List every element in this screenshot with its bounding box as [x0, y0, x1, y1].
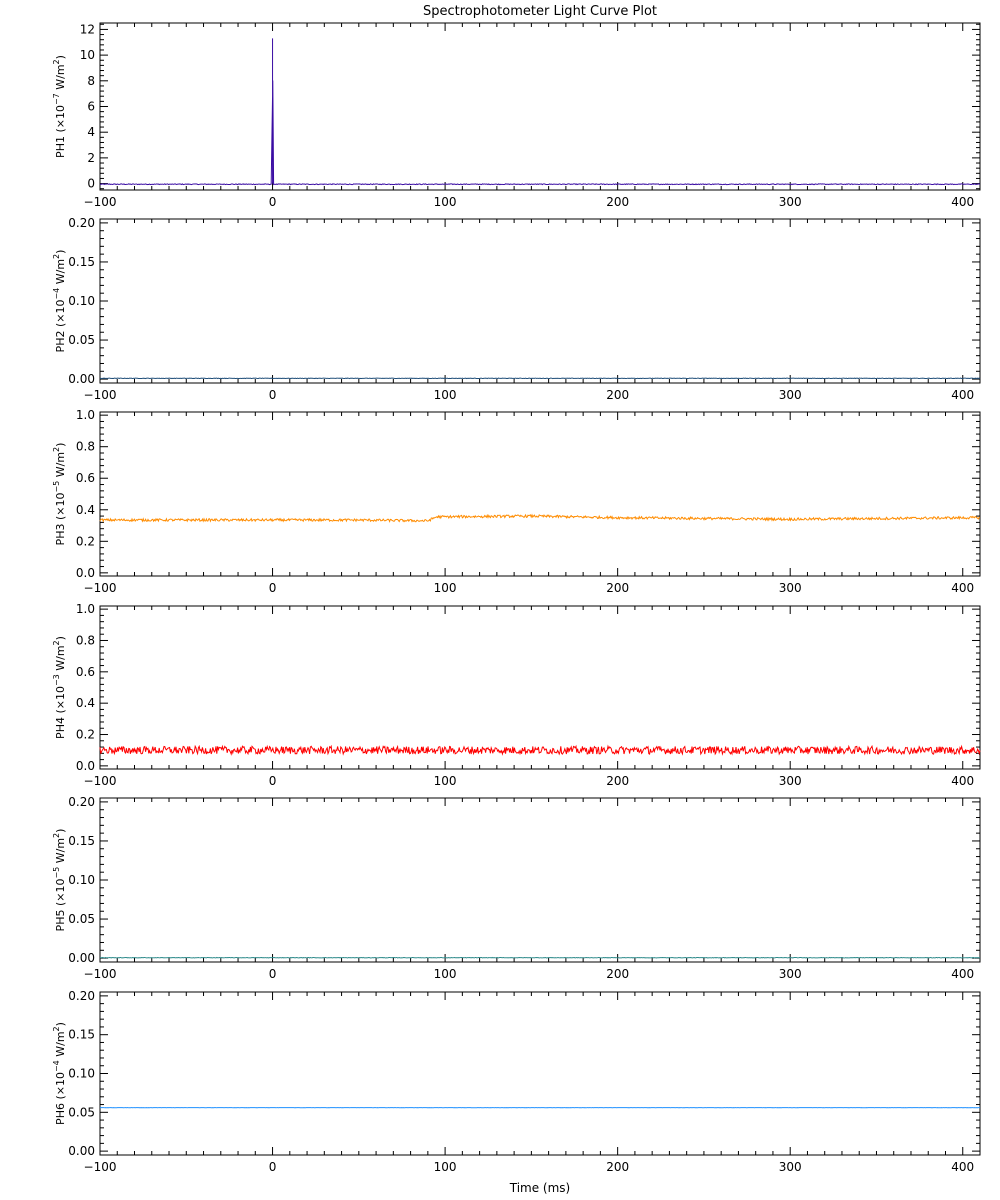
x-tick-label: 0: [269, 1160, 277, 1174]
y-axis-label: PH6 (×10−4 W/m2): [52, 1022, 67, 1125]
plot-frame: [99, 797, 981, 963]
x-tick-label: 300: [779, 195, 802, 209]
x-tick-label: 400: [951, 388, 974, 402]
x-tick-label: 100: [434, 967, 457, 981]
x-tick-label: 0: [269, 581, 277, 595]
x-axis-label: Time (ms): [509, 1181, 571, 1195]
y-tick-label: 8: [87, 74, 95, 88]
y-axis-label: PH5 (×10−5 W/m2): [52, 829, 67, 932]
panel-ph5: −100 0 100 200 300 400 0.00 0.05 0.10 0.15 0.20 PH5…: [52, 795, 981, 981]
plot-frame: [99, 991, 981, 1156]
plot-frame: [99, 218, 981, 384]
x-tick-label: 300: [779, 774, 802, 788]
x-tick-label: 400: [951, 1160, 974, 1174]
y-tick-label: 0.20: [68, 989, 95, 1003]
x-tick-label: 400: [951, 967, 974, 981]
y-tick-label: 0.15: [68, 255, 95, 269]
y-tick-label: 0.6: [76, 665, 95, 679]
y-tick-label: 0.4: [76, 696, 95, 710]
x-tick-label: 200: [606, 195, 629, 209]
x-tick-label: 100: [434, 388, 457, 402]
y-tick-label: 0: [87, 177, 95, 191]
plot-frame: [99, 605, 981, 770]
y-tick-label: 0.20: [68, 216, 95, 230]
x-tick-label: 200: [606, 581, 629, 595]
y-tick-label: 0.20: [68, 795, 95, 809]
x-tick-label: 200: [606, 967, 629, 981]
y-axis-label: PH1 (×10−7 W/m2): [52, 55, 67, 158]
x-tick-label: 400: [951, 195, 974, 209]
x-tick-label: 300: [779, 967, 802, 981]
x-tick-label: −100: [84, 195, 117, 209]
x-tick-label: 0: [269, 774, 277, 788]
y-tick-label: 0.10: [68, 873, 95, 887]
y-tick-label: 4: [87, 125, 95, 139]
y-tick-label: 0.05: [68, 1105, 95, 1119]
series-line-ph3: [99, 513, 981, 523]
x-tick-label: −100: [84, 388, 117, 402]
panel-ph3: −100 0 100 200 300 400 0.0 0.2 0.4 0.6 0.8 1.0 PH3 (…: [52, 408, 981, 595]
x-tick-label: 300: [779, 388, 802, 402]
panel-ph6: −100 0 100 200 300 400 0.00 0.05 0.10 0.15 0.20 PH6…: [52, 989, 981, 1174]
x-tick-label: 0: [269, 195, 277, 209]
series-line-ph1: [99, 38, 981, 186]
y-tick-label: 1.0: [76, 602, 95, 616]
series-line-ph4: [99, 744, 981, 756]
x-tick-label: 100: [434, 1160, 457, 1174]
y-tick-label: 0.2: [76, 534, 95, 548]
y-axis-label: PH4 (×10−3 W/m2): [52, 636, 67, 739]
x-tick-label: 100: [434, 774, 457, 788]
x-tick-label: −100: [84, 581, 117, 595]
x-tick-label: 400: [951, 774, 974, 788]
y-tick-label: 1.0: [76, 408, 95, 422]
y-tick-label: 2: [87, 151, 95, 165]
y-tick-label: 0.15: [68, 834, 95, 848]
x-tick-label: 200: [606, 774, 629, 788]
x-tick-label: 400: [951, 581, 974, 595]
panel-ph1: −100 0 100 200 300 400 0 2 4 6 8 10 12 PH1 (×10−7 W/m…: [52, 22, 981, 209]
chart-title: Spectrophotometer Light Curve Plot: [423, 4, 657, 19]
y-tick-label: 0.10: [68, 294, 95, 308]
y-tick-label: 0.15: [68, 1028, 95, 1042]
y-tick-label: 0.00: [68, 951, 95, 965]
plot-frame: [99, 411, 981, 577]
x-tick-label: −100: [84, 1160, 117, 1174]
y-tick-label: 0.8: [76, 633, 95, 647]
y-tick-label: 0.6: [76, 471, 95, 485]
x-tick-label: −100: [84, 967, 117, 981]
y-tick-label: 0.00: [68, 1144, 95, 1158]
x-tick-label: 0: [269, 967, 277, 981]
y-tick-label: 6: [87, 100, 95, 114]
panel-ph2: −100 0 100 200 300 400 0.00 0.05 0.10 0.15 0.20 PH2…: [52, 216, 981, 402]
panel-ph4: −100 0 100 200 300 400 0.0 0.2 0.4 0.6 0.8 1.0 PH4 (…: [52, 602, 981, 788]
y-tick-label: 0.8: [76, 440, 95, 454]
x-tick-label: 300: [779, 581, 802, 595]
y-tick-label: 0.4: [76, 503, 95, 517]
y-tick-label: 0.0: [76, 566, 95, 580]
x-tick-label: 200: [606, 1160, 629, 1174]
y-tick-label: 10: [80, 48, 95, 62]
x-tick-label: 300: [779, 1160, 802, 1174]
y-tick-label: 0.05: [68, 333, 95, 347]
y-axis-label: PH3 (×10−5 W/m2): [52, 443, 67, 546]
y-tick-label: 0.05: [68, 912, 95, 926]
x-tick-label: 0: [269, 388, 277, 402]
x-tick-label: 100: [434, 195, 457, 209]
x-tick-label: 100: [434, 581, 457, 595]
y-tick-label: 0.00: [68, 372, 95, 386]
plot-frame: [99, 22, 981, 191]
y-tick-label: 0.2: [76, 728, 95, 742]
y-tick-label: 0.10: [68, 1067, 95, 1081]
y-tick-label: 0.0: [76, 759, 95, 773]
y-tick-label: 12: [80, 22, 95, 36]
x-tick-label: 200: [606, 388, 629, 402]
y-axis-label: PH2 (×10−4 W/m2): [52, 250, 67, 353]
x-tick-label: −100: [84, 774, 117, 788]
